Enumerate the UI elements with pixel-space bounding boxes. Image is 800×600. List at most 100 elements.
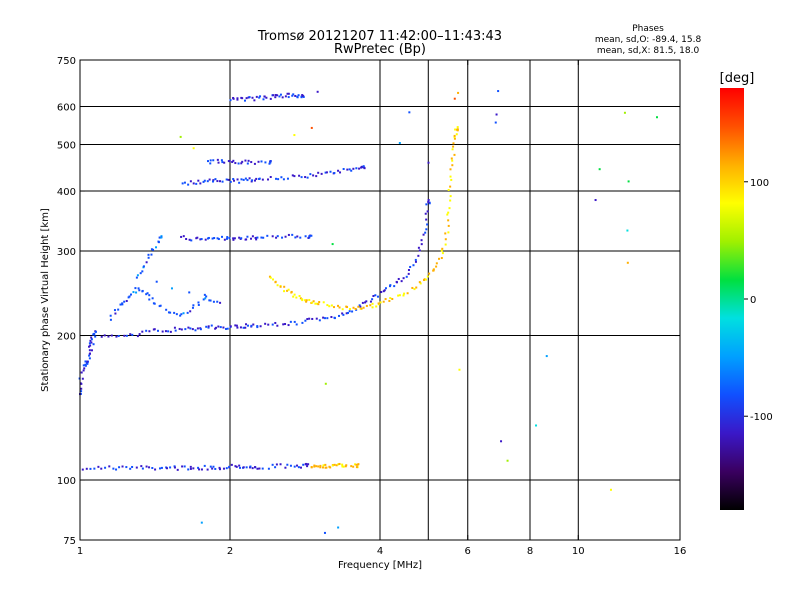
- data-point: [307, 463, 310, 466]
- data-point: [304, 299, 307, 302]
- data-point: [88, 357, 91, 360]
- data-point: [245, 238, 248, 241]
- data-point: [447, 188, 450, 191]
- x-tick-label: 6: [465, 546, 471, 557]
- data-point: [456, 126, 459, 129]
- data-point: [440, 249, 443, 252]
- data-point: [284, 323, 287, 326]
- data-point: [293, 320, 296, 323]
- data-point: [227, 178, 230, 181]
- data-point: [279, 463, 282, 466]
- data-point: [245, 466, 248, 469]
- data-point: [379, 301, 382, 304]
- data-point: [80, 382, 83, 385]
- data-point: [267, 323, 270, 326]
- data-point: [402, 294, 405, 297]
- data-point: [269, 161, 272, 164]
- data-point: [234, 324, 237, 327]
- data-point: [154, 468, 157, 471]
- data-point: [139, 272, 142, 275]
- data-point: [446, 213, 449, 216]
- data-point: [331, 464, 334, 467]
- data-point: [424, 212, 427, 215]
- data-point: [192, 182, 195, 185]
- data-point: [279, 285, 282, 288]
- data-point: [452, 145, 455, 148]
- data-point: [82, 364, 85, 367]
- data-point: [447, 219, 450, 222]
- data-point: [323, 531, 326, 534]
- data-point: [202, 298, 205, 301]
- data-point: [276, 284, 279, 287]
- data-point: [316, 302, 319, 305]
- data-point: [289, 320, 292, 323]
- data-point: [203, 293, 206, 296]
- data-point: [369, 300, 372, 303]
- data-point: [234, 162, 237, 165]
- data-point: [251, 179, 254, 182]
- data-point: [218, 180, 221, 183]
- axis-ticks: 1 2 4 6 8 10 16 75 100 200 300 400 500 600 750: [57, 56, 686, 557]
- data-point: [167, 311, 170, 314]
- data-point: [244, 177, 247, 180]
- data-point: [457, 91, 460, 94]
- data-point: [317, 171, 320, 174]
- data-point: [235, 324, 238, 327]
- data-point: [230, 463, 233, 466]
- data-point: [274, 321, 277, 324]
- chart-subtitle: RwPretec (Bp): [334, 42, 426, 57]
- data-point: [215, 326, 218, 329]
- data-point: [148, 298, 151, 301]
- data-point: [428, 201, 431, 204]
- data-point: [310, 126, 313, 129]
- data-point: [352, 167, 355, 170]
- data-point: [197, 179, 200, 182]
- data-point: [222, 326, 225, 329]
- data-point: [276, 235, 279, 238]
- data-point: [236, 98, 239, 101]
- data-point: [315, 317, 318, 320]
- data-point: [455, 133, 458, 136]
- data-point: [141, 330, 144, 333]
- data-point: [187, 468, 190, 471]
- data-point: [183, 181, 186, 184]
- data-point: [123, 334, 126, 337]
- data-point: [266, 234, 269, 237]
- data-point: [454, 128, 457, 131]
- data-point: [261, 178, 264, 181]
- data-point: [293, 465, 296, 468]
- data-point: [348, 308, 351, 311]
- data-point: [80, 387, 83, 390]
- data-point: [180, 235, 183, 238]
- data-point: [423, 278, 426, 281]
- data-point: [221, 235, 224, 238]
- data-point: [281, 236, 284, 239]
- data-point: [301, 94, 304, 97]
- data-point: [449, 185, 452, 188]
- data-point: [375, 305, 378, 308]
- data-point: [400, 280, 403, 283]
- data-point: [295, 323, 298, 326]
- data-point: [393, 285, 396, 288]
- data-point: [310, 466, 313, 469]
- data-point: [216, 300, 219, 303]
- data-point: [374, 294, 377, 297]
- data-point: [135, 466, 138, 469]
- data-point: [159, 304, 162, 307]
- data-point: [252, 323, 255, 326]
- x-tick-label: 1: [77, 546, 83, 557]
- y-tick-label: 400: [57, 187, 76, 198]
- data-point: [129, 467, 132, 470]
- data-point: [84, 364, 87, 367]
- data-point: [151, 297, 154, 300]
- data-point: [219, 326, 222, 329]
- data-point: [535, 424, 538, 427]
- data-point: [245, 97, 248, 100]
- data-point: [108, 465, 111, 468]
- data-point: [134, 287, 137, 290]
- data-point: [86, 360, 89, 363]
- data-point: [115, 468, 118, 471]
- data-point: [88, 345, 91, 348]
- data-point: [408, 111, 411, 114]
- data-point: [282, 178, 285, 181]
